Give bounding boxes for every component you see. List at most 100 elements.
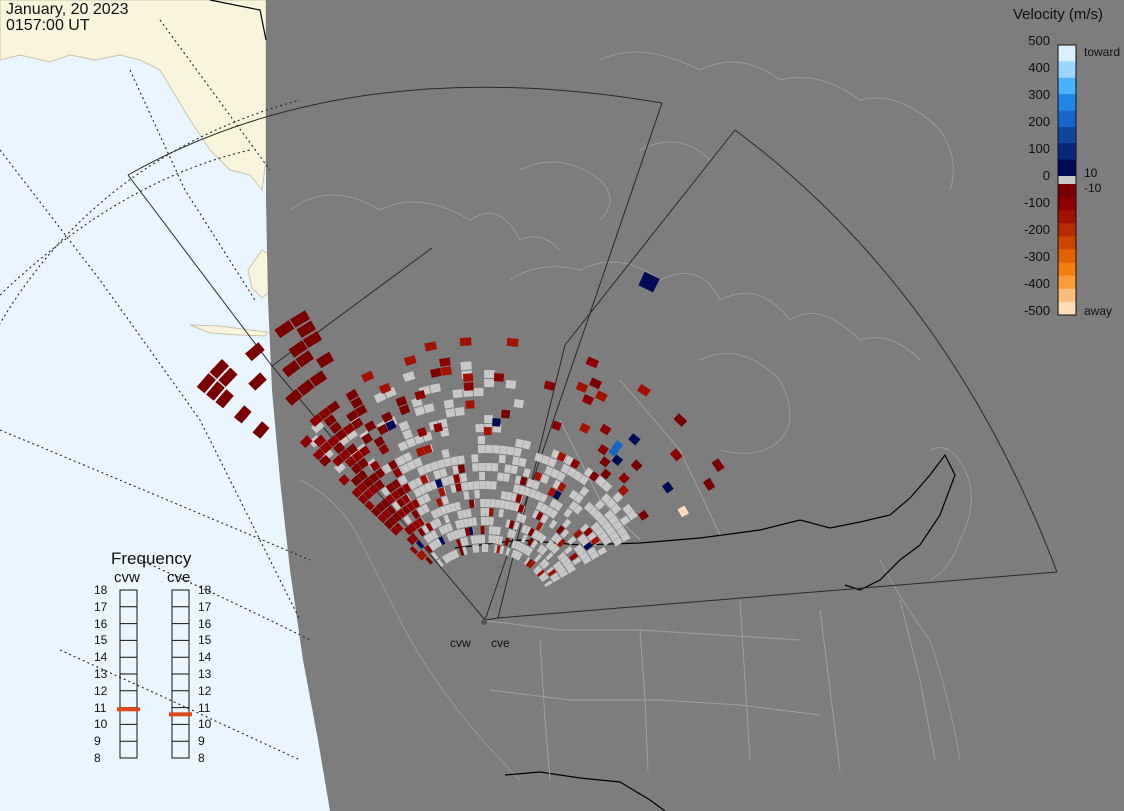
ground-scatter-cell [499,445,508,455]
velocity-cell [611,454,624,466]
colorbar-frame [1057,44,1077,316]
ground-scatter-cell [402,452,413,463]
velocity-cell [533,471,543,482]
velocity-cell [608,439,624,457]
ground-scatter-cell [539,493,548,503]
velocity-cell [526,537,535,547]
ground-scatter-cell [500,491,508,500]
frequency-marker-cvw [117,707,140,712]
velocity-cell [669,448,683,462]
ground-scatter-cell [566,565,576,574]
ground-scatter-cell [547,457,557,468]
ground-scatter-cell [548,542,557,552]
velocity-cell [556,451,567,463]
ground-scatter-cell [456,510,463,520]
ground-scatter-cell [511,456,520,466]
ground-scatter-cell [552,479,562,490]
ground-scatter-cell [520,534,528,544]
velocity-cell [396,486,406,497]
ground-scatter-cell [398,420,410,432]
velocity-cell [411,509,421,520]
ground-scatter-cell [566,467,577,478]
colorbar-swatch-positive [1058,126,1076,144]
velocity-cell [297,379,315,396]
ground-scatter-cell [467,517,473,527]
ground-scatter-cell [463,518,469,528]
velocity-cell [628,433,641,446]
ground-scatter-cell [494,499,501,508]
ground-scatter-cell [511,539,518,549]
velocity-cell [488,508,494,517]
velocity-cell [385,482,396,494]
ground-scatter-cell [441,448,450,459]
ground-scatter-cell [441,476,450,486]
ground-scatter-cell [441,555,449,564]
velocity-cell [543,380,556,391]
ground-scatter-cell [463,491,470,500]
frequency-scale-number: 9 [94,734,101,749]
ground-scatter-cell [449,531,457,541]
ground-scatter-cell [562,558,572,567]
ground-scatter-cell [470,535,476,545]
velocity-cell [434,478,444,489]
frequency-scale-number: 12 [94,683,108,698]
ground-scatter-cell [485,445,493,454]
velocity-cell [368,484,380,495]
colorbar-swatch-positive [1058,143,1076,161]
velocity-cell [557,538,566,548]
velocity-cell [525,558,534,567]
velocity-cell [356,482,368,493]
ground-scatter-cell [514,438,524,448]
ground-scatter-cell [548,519,558,529]
ground-scatter-cell [446,532,453,542]
velocity-cell [417,527,426,537]
ground-scatter-cell [588,506,599,517]
ground-scatter-cell [563,545,573,555]
ground-scatter-cell [436,459,446,469]
ground-scatter-cell [612,520,623,531]
ground-scatter-cell [534,553,542,563]
velocity-cell [468,499,475,508]
ground-scatter-cell [522,440,532,450]
velocity-cell [433,422,443,433]
ground-scatter-cell [554,535,564,545]
ground-scatter-cell [413,405,426,417]
velocity-cell [387,515,398,526]
velocity-cell [454,483,462,493]
ground-scatter-cell [496,526,502,536]
velocity-cell [309,370,328,387]
velocity-cell [551,420,563,431]
velocity-cell [215,389,234,409]
ground-scatter-cell [477,436,485,445]
ground-scatter-cell [466,508,472,518]
velocity-cell [209,358,230,379]
velocity-cell [547,487,557,498]
ground-scatter-cell [593,510,604,521]
ground-scatter-cell [472,517,477,526]
velocity-cell [391,478,402,490]
velocity-cell [377,423,389,436]
velocity-cell [418,549,428,559]
ground-scatter-cell [473,388,484,397]
night-terminator-region [266,0,1124,811]
velocity-cell [206,381,225,401]
radar-label-cve: cve [491,636,510,650]
ground-scatter-cell [582,556,592,565]
velocity-cell [196,373,216,394]
velocity-cell [356,470,368,482]
velocity-cell [315,351,334,369]
ground-scatter-cell [485,517,490,526]
ground-scatter-cell [443,399,455,409]
frequency-marker-cve [169,712,192,717]
ground-scatter-cell [545,566,555,575]
ground-scatter-cell [608,515,619,526]
date-label: January, 20 2023 [6,1,129,18]
ground-scatter-cell [477,445,485,454]
velocity-cell [677,505,689,518]
ground-scatter-cell [605,526,616,536]
velocity-cell [430,367,442,378]
velocity-cell [597,443,609,456]
colorbar-swatch-negative [1058,249,1076,264]
velocity-cell [465,400,475,409]
ground-scatter-cell [573,493,584,504]
